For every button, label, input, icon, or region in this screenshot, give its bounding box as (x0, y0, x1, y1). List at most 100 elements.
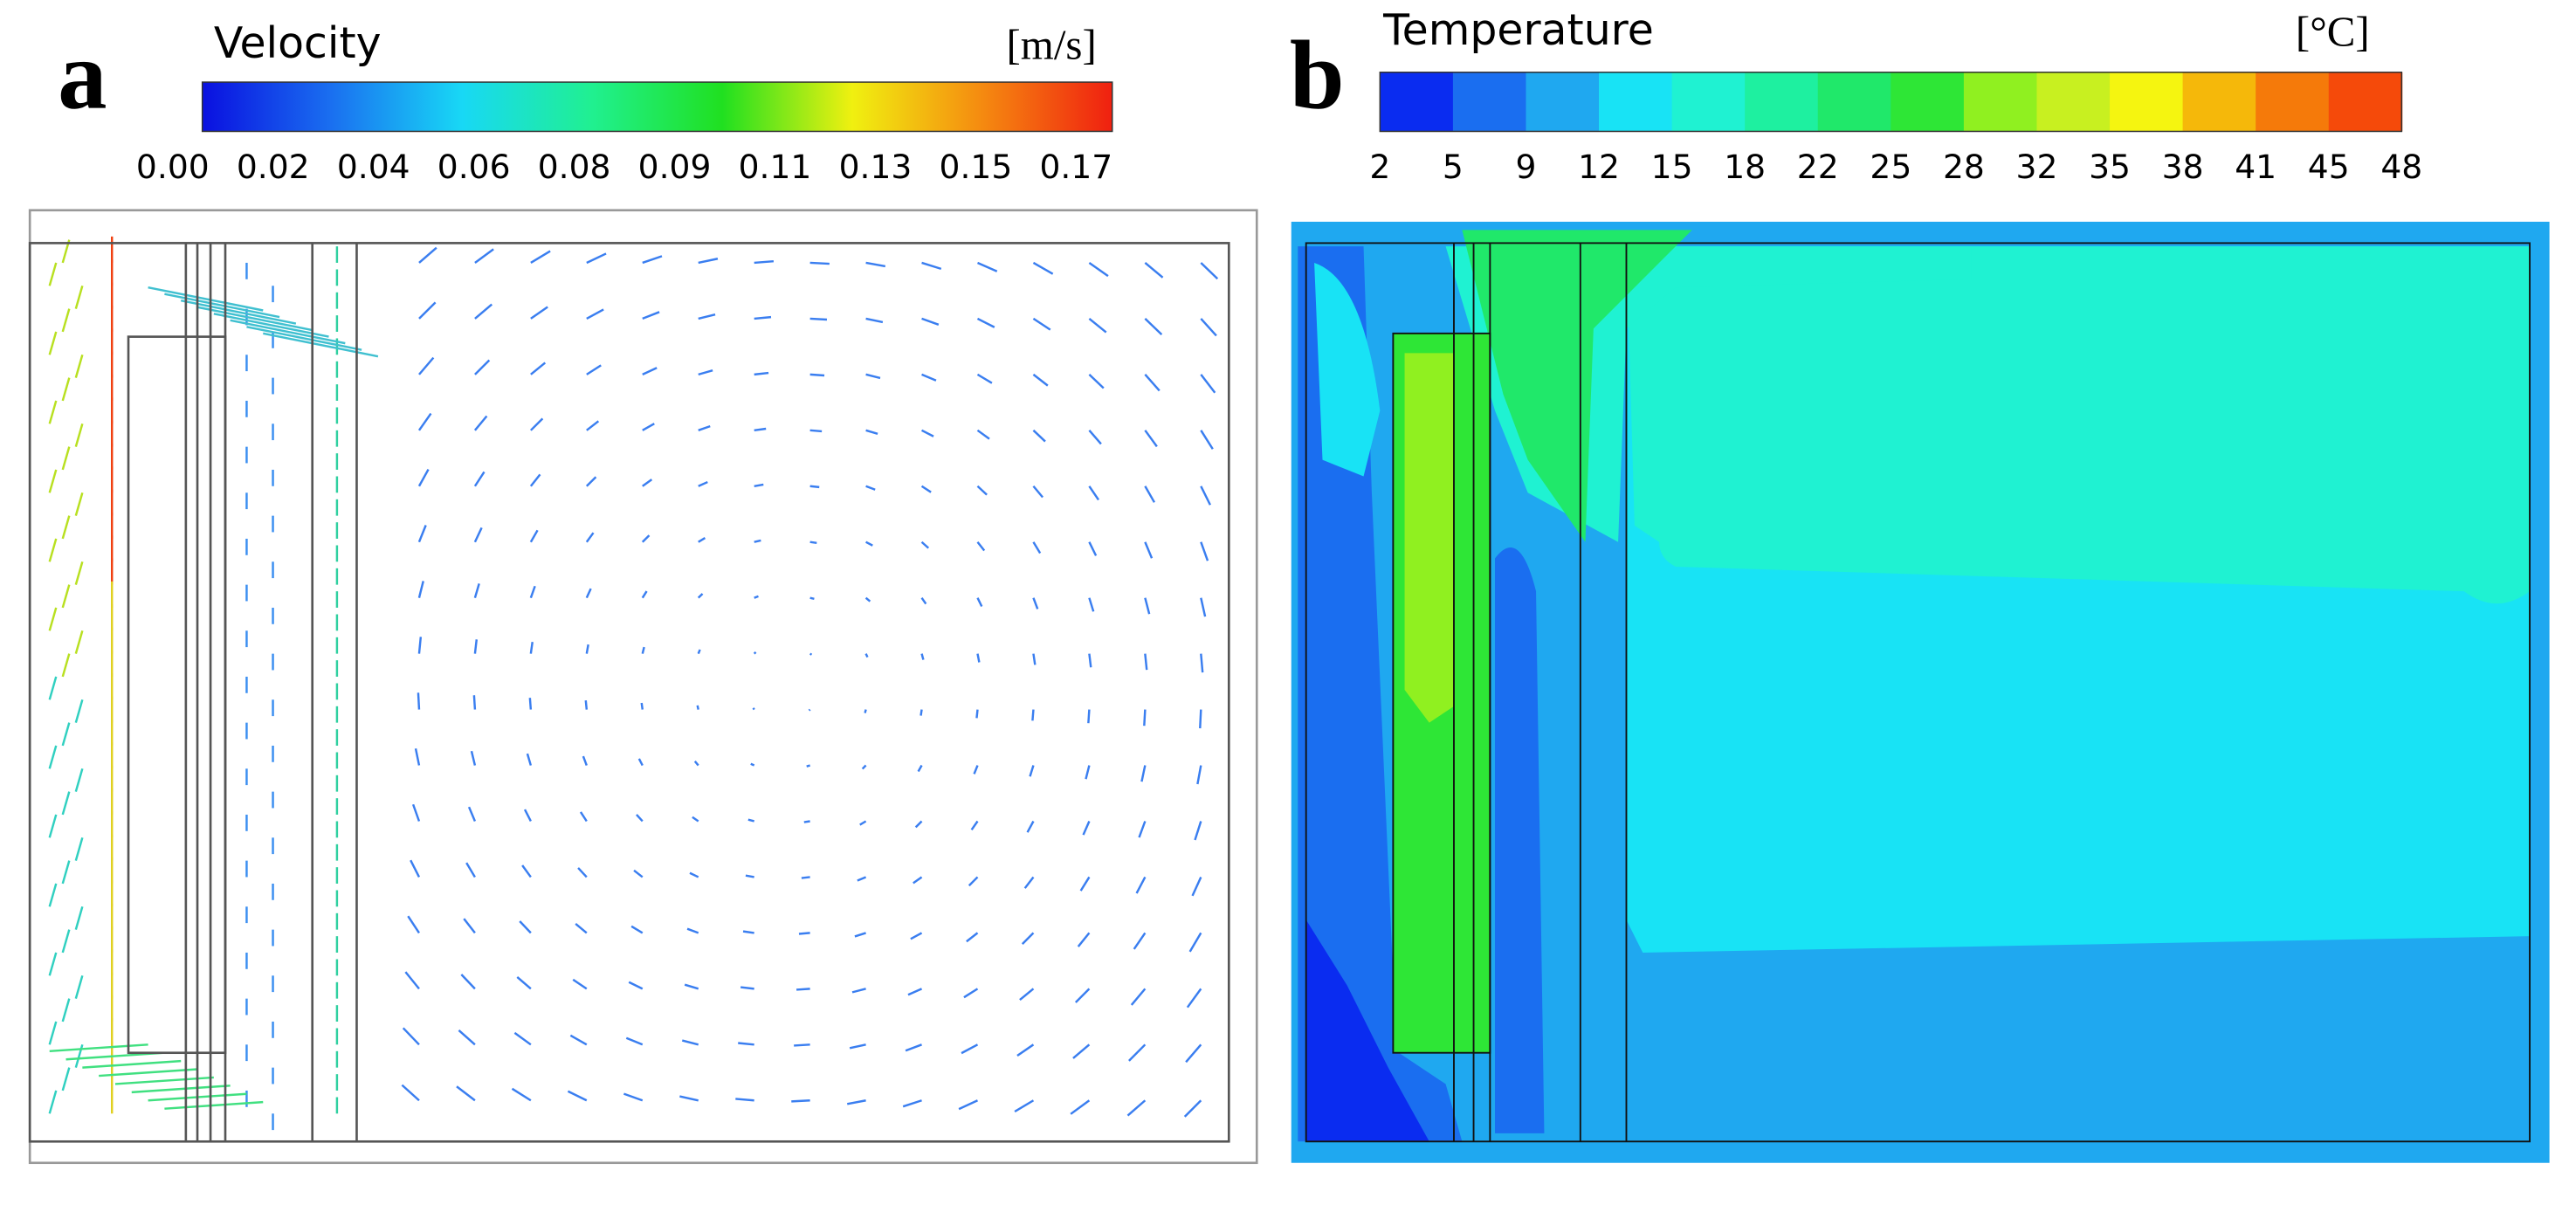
vector-arrow (456, 1085, 476, 1102)
vector-arrow (961, 1043, 979, 1055)
vector-arrow (1200, 541, 1209, 561)
vector-arrow (696, 705, 699, 710)
vector-arrow (1026, 820, 1035, 833)
colorbar-tick-label: 0.06 (437, 148, 511, 186)
vector-arrow (740, 986, 754, 990)
vector-arrow (1144, 430, 1158, 448)
vector-arrow (697, 593, 704, 599)
vector-arrow (684, 983, 699, 990)
vector-arrow (636, 814, 644, 823)
vector-arrow (528, 698, 533, 710)
vector-arrow (864, 653, 869, 658)
vector-arrow (74, 630, 84, 654)
vector-arrow (681, 1039, 699, 1046)
vector-arrow (148, 286, 264, 312)
vector-arrow (1070, 1099, 1091, 1115)
vector-arrow (975, 709, 979, 719)
vector-arrow (473, 527, 483, 543)
vector-arrow (418, 246, 437, 264)
vector-arrow (569, 1034, 588, 1046)
vector-arrow (1082, 821, 1091, 836)
vector-arrow (530, 250, 551, 265)
vector-arrow (738, 1042, 754, 1046)
vector-arrow (854, 932, 866, 938)
vector-arrow (865, 373, 881, 380)
vector-arrow (1032, 429, 1046, 443)
vector-arrow (48, 538, 58, 562)
colorbar (201, 81, 1113, 133)
vector-arrow (411, 803, 421, 822)
vector-arrow (754, 259, 775, 265)
vector-arrow (921, 317, 940, 326)
vector-arrow (920, 429, 934, 437)
colorbar-tick-label: 48 (2380, 148, 2422, 186)
colorbar-band (1817, 72, 1892, 132)
vector-arrow (642, 367, 658, 375)
panel-label: b (1290, 21, 1345, 130)
vector-arrow (417, 692, 421, 710)
vector-arrow (698, 424, 711, 431)
colorbar-band (2110, 72, 2184, 132)
vector-arrow (82, 1059, 182, 1069)
vector-arrow (61, 653, 71, 678)
vector-arrow (1144, 318, 1163, 336)
vector-arrow (698, 368, 713, 376)
vector-arrow (921, 261, 942, 271)
colorbar-band (1891, 72, 1965, 132)
vector-arrow (754, 595, 759, 599)
vector-arrow (642, 311, 660, 320)
vector-arrow (642, 255, 663, 265)
colorbar-band (1671, 72, 1746, 132)
vector-arrow (74, 837, 84, 861)
vector-arrow (474, 248, 494, 264)
vector-arrow (74, 423, 84, 447)
vector-arrow (586, 364, 602, 375)
vector-arrow (640, 702, 644, 710)
vector-arrow (1138, 821, 1147, 838)
vector-arrow (754, 427, 767, 432)
vector-arrow (693, 761, 699, 767)
vector-arrow (1032, 373, 1049, 387)
vector-arrow (976, 261, 998, 272)
vector-arrow (1023, 876, 1035, 889)
vector-arrow (970, 820, 979, 831)
vector-arrow (61, 860, 71, 885)
vector-arrow (473, 415, 488, 431)
vector-arrow (61, 1067, 71, 1091)
vector-field (48, 236, 1219, 1131)
vector-arrow (794, 1043, 810, 1047)
colorbar-tick-label: 45 (2308, 148, 2350, 186)
vector-arrow (753, 651, 757, 655)
vector-arrow (630, 925, 644, 934)
colorbar-band (2256, 72, 2330, 132)
vector-arrow (1088, 597, 1095, 612)
vector-arrow (1074, 988, 1091, 1003)
vector-arrow (809, 429, 823, 433)
vector-arrow (865, 541, 873, 547)
vector-arrow (1032, 485, 1043, 499)
vector-arrow (735, 1098, 754, 1102)
colorbar-tick-label: 22 (1797, 148, 1839, 186)
vector-arrow (530, 362, 547, 375)
vector-arrow (641, 534, 651, 543)
vector-arrow (407, 915, 420, 934)
vector-arrow (417, 468, 430, 487)
vector-arrow (1029, 765, 1035, 777)
vector-arrow (48, 1090, 58, 1114)
colorbar-title: Temperature (1382, 5, 1654, 55)
vector-arrow (1077, 932, 1091, 947)
vector-arrow (1088, 430, 1102, 445)
colorbar-band (2328, 72, 2403, 132)
vector-arrow (861, 764, 867, 770)
vector-arrow (74, 768, 84, 792)
vector-arrow (976, 429, 990, 440)
vector-arrow (529, 642, 534, 654)
geometry (1305, 242, 2531, 1143)
vector-arrow (74, 285, 84, 309)
vector-arrow (1088, 261, 1109, 278)
vector-arrow (49, 1043, 148, 1053)
vector-arrow (48, 952, 58, 976)
vector-arrow (131, 1084, 231, 1094)
vector-arrow (1185, 1043, 1202, 1064)
